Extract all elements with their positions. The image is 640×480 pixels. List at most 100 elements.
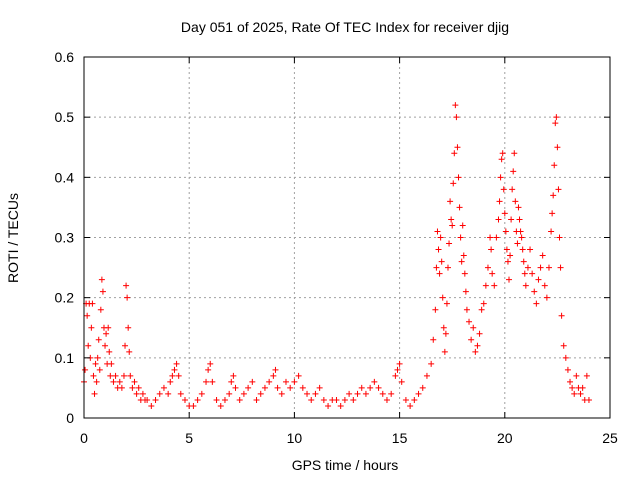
data-point bbox=[127, 372, 134, 379]
data-point bbox=[482, 282, 489, 289]
axis-ticks: 0 0.1 0.2 0.3 0.4 0.5 0.6 0 5 10 15 20 25 bbox=[55, 49, 618, 446]
data-point bbox=[501, 210, 508, 217]
grid bbox=[84, 57, 610, 418]
data-point bbox=[266, 378, 273, 385]
data-point bbox=[112, 372, 119, 379]
plot-frame bbox=[83, 56, 611, 419]
data-point bbox=[94, 354, 101, 361]
data-point bbox=[499, 150, 506, 157]
data-point bbox=[533, 300, 540, 307]
data-point bbox=[497, 174, 504, 181]
data-point bbox=[512, 198, 519, 205]
data-point bbox=[194, 396, 201, 403]
data-point bbox=[484, 264, 491, 271]
data-point bbox=[270, 372, 277, 379]
data-point bbox=[503, 246, 510, 253]
data-point bbox=[500, 186, 507, 193]
data-point bbox=[434, 228, 441, 235]
data-point bbox=[455, 174, 462, 181]
data-point bbox=[232, 384, 239, 391]
data-point bbox=[468, 336, 475, 343]
data-point bbox=[123, 282, 130, 289]
data-point bbox=[96, 366, 103, 373]
data-point bbox=[156, 390, 163, 397]
data-point bbox=[439, 294, 446, 301]
data-point bbox=[358, 384, 365, 391]
data-point bbox=[160, 384, 167, 391]
data-point bbox=[230, 372, 237, 379]
x-tick-label: 5 bbox=[185, 430, 193, 446]
data-point bbox=[583, 372, 590, 379]
data-point bbox=[415, 390, 422, 397]
data-point bbox=[107, 372, 114, 379]
data-point bbox=[312, 390, 319, 397]
data-point bbox=[287, 384, 294, 391]
data-point bbox=[498, 156, 505, 163]
data-point bbox=[442, 330, 449, 337]
data-point bbox=[504, 258, 511, 265]
data-point bbox=[552, 120, 559, 127]
data-point bbox=[516, 216, 523, 223]
data-point bbox=[458, 258, 465, 265]
data-point bbox=[120, 372, 127, 379]
data-point bbox=[535, 276, 542, 283]
data-point bbox=[430, 336, 437, 343]
data-point bbox=[585, 396, 592, 403]
data-point bbox=[88, 324, 95, 331]
data-point bbox=[257, 390, 264, 397]
data-point bbox=[407, 402, 414, 409]
data-point bbox=[337, 402, 344, 409]
data-point bbox=[553, 114, 560, 121]
data-point bbox=[545, 264, 552, 271]
data-point bbox=[521, 270, 528, 277]
data-point bbox=[274, 384, 281, 391]
data-point bbox=[102, 342, 109, 349]
data-point bbox=[502, 228, 509, 235]
data-point bbox=[450, 180, 457, 187]
data-point bbox=[529, 270, 536, 277]
data-point bbox=[95, 336, 102, 343]
data-point bbox=[567, 378, 574, 385]
data-point bbox=[447, 198, 454, 205]
data-point bbox=[261, 384, 268, 391]
data-point bbox=[198, 390, 205, 397]
data-point bbox=[432, 306, 439, 313]
data-point bbox=[560, 342, 567, 349]
data-point bbox=[90, 372, 97, 379]
data-point bbox=[453, 114, 460, 121]
data-point bbox=[515, 204, 522, 211]
data-point bbox=[221, 396, 228, 403]
data-point bbox=[462, 288, 469, 295]
data-point bbox=[543, 294, 550, 301]
data-point bbox=[379, 390, 386, 397]
data-point bbox=[144, 396, 151, 403]
data-point bbox=[398, 378, 405, 385]
y-tick-label: 0.4 bbox=[55, 169, 75, 185]
data-point bbox=[562, 354, 569, 361]
data-point bbox=[489, 270, 496, 277]
data-point bbox=[531, 288, 538, 295]
data-point bbox=[350, 396, 357, 403]
data-point bbox=[213, 396, 220, 403]
data-point bbox=[98, 276, 105, 283]
data-point bbox=[423, 372, 430, 379]
data-point bbox=[463, 306, 470, 313]
data-point bbox=[207, 360, 214, 367]
data-point bbox=[573, 372, 580, 379]
data-point bbox=[457, 234, 464, 241]
data-point bbox=[169, 372, 176, 379]
data-point bbox=[173, 360, 180, 367]
data-point bbox=[511, 150, 518, 157]
data-point bbox=[82, 366, 89, 373]
data-point bbox=[203, 378, 210, 385]
y-tick-label: 0.1 bbox=[55, 350, 75, 366]
data-point bbox=[556, 234, 563, 241]
data-point bbox=[125, 324, 132, 331]
data-point bbox=[131, 378, 138, 385]
data-point bbox=[550, 192, 557, 199]
data-point bbox=[441, 348, 448, 355]
data-point bbox=[92, 360, 99, 367]
data-point bbox=[444, 264, 451, 271]
data-point bbox=[454, 144, 461, 151]
